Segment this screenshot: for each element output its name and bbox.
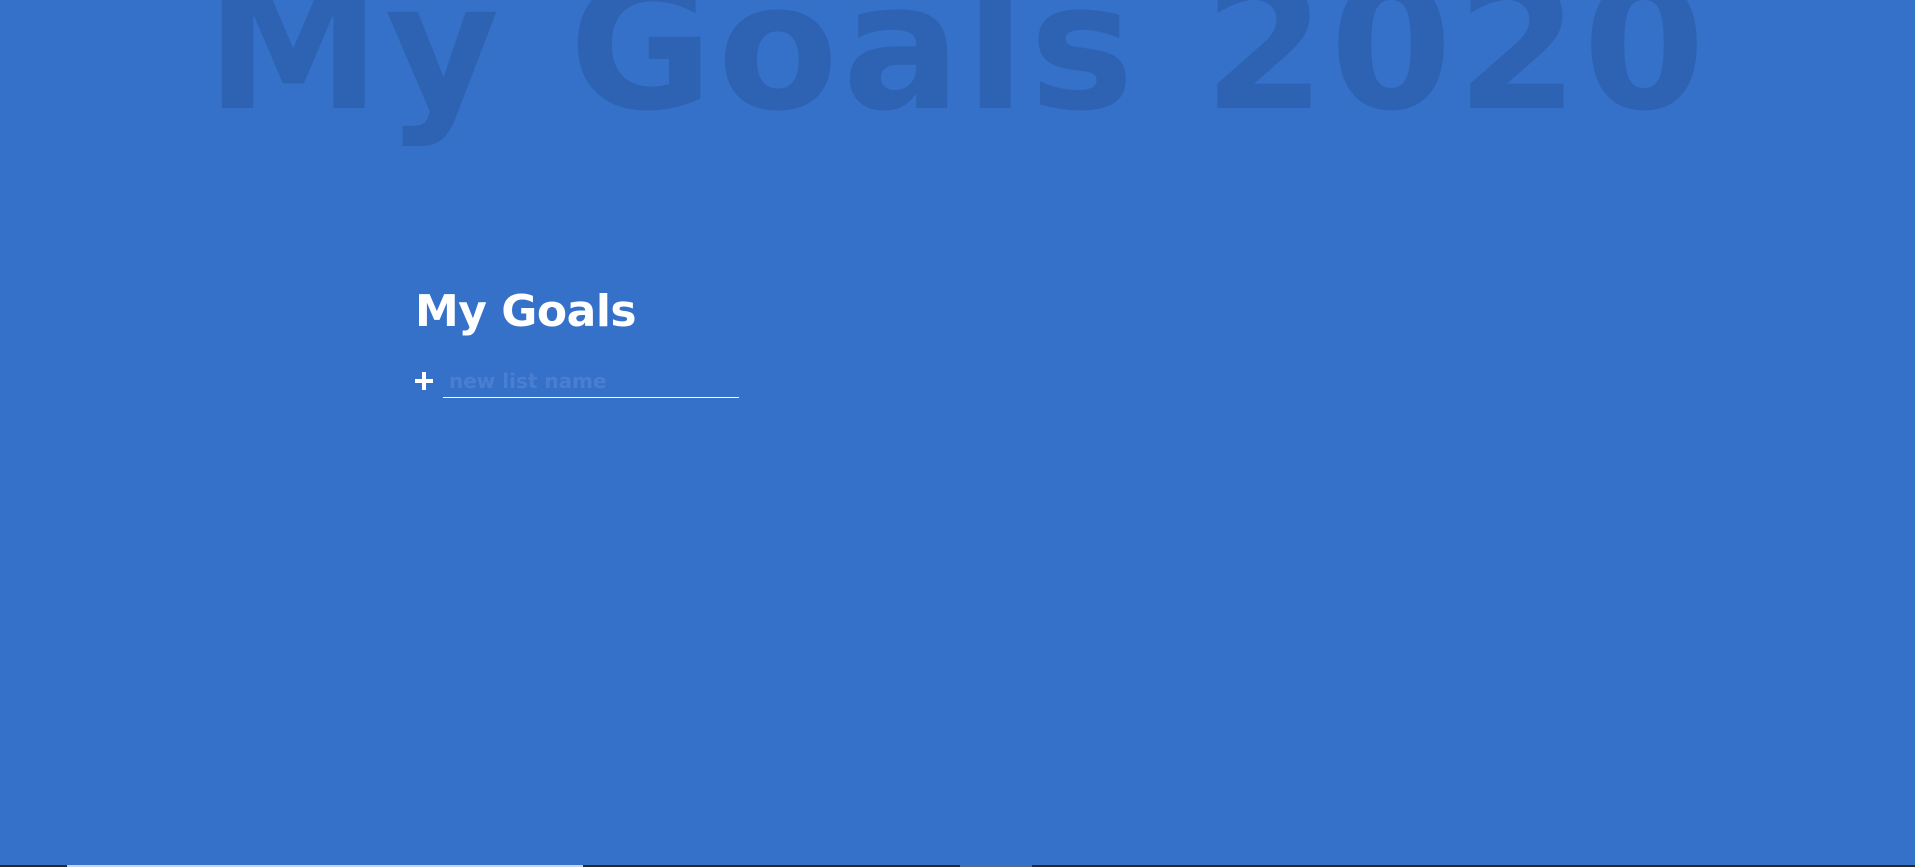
scrollbar-thumb[interactable] [67,865,583,867]
new-list-name-input[interactable] [443,364,739,398]
page-title: My Goals [415,286,637,337]
plus-icon[interactable] [415,372,433,390]
scrollbar-marker [960,865,1032,867]
background-title: My Goals 2020 [205,0,1710,150]
new-list-form [415,364,815,398]
goals-panel: My Goals [415,282,815,398]
horizontal-scrollbar[interactable] [0,865,1915,867]
